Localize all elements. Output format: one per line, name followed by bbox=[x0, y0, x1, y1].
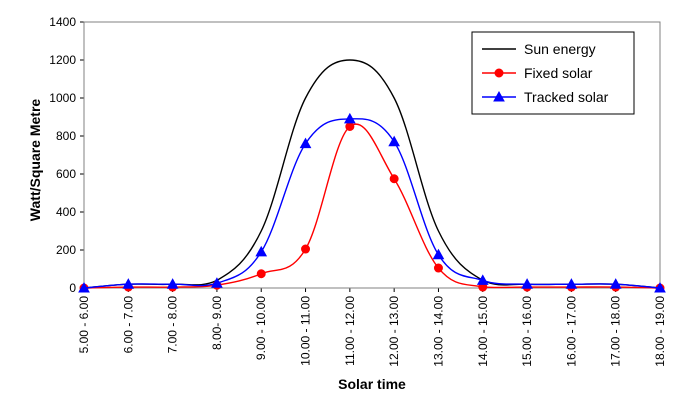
y-axis-title: Watt/Square Metre bbox=[27, 99, 43, 222]
data-point-fixed-solar bbox=[345, 122, 355, 131]
x-tick-label: 6.00 - 7.00 bbox=[121, 296, 135, 354]
legend-label-sun-energy: Sun energy bbox=[524, 41, 596, 57]
y-tick-label: 800 bbox=[56, 129, 76, 143]
data-point-tracked-solar bbox=[122, 278, 135, 289]
data-point-tracked-solar bbox=[609, 278, 622, 289]
data-point-tracked-solar bbox=[255, 245, 268, 257]
y-tick-label: 0 bbox=[69, 281, 76, 295]
y-tick-label: 1000 bbox=[49, 91, 76, 105]
plot-border bbox=[83, 21, 661, 289]
x-tick-label: 7.00 - 8.00 bbox=[166, 296, 180, 354]
x-tick-label: 15.00 - 16.00 bbox=[520, 296, 534, 367]
legend-label-tracked-solar: Tracked solar bbox=[524, 89, 609, 105]
x-axis: 5.00 - 6.00 6.00 - 7.00 7.00 - 8.00 8.00- 9… bbox=[77, 288, 667, 367]
data-point-tracked-solar bbox=[343, 112, 356, 124]
y-tick-label: 200 bbox=[56, 243, 76, 257]
data-point-fixed-solar bbox=[389, 174, 399, 184]
y-axis: 0 200 400 600 800 1000 1200 1400 bbox=[49, 15, 84, 295]
data-point-tracked-solar bbox=[388, 135, 401, 147]
x-tick-label: 12.00 - 13.00 bbox=[387, 296, 401, 367]
y-tick-label: 1400 bbox=[49, 15, 76, 29]
series-line-fixed-solar bbox=[83, 123, 661, 289]
x-tick-label: 13.00 - 14.00 bbox=[431, 296, 445, 367]
legend: Sun energy Fixed solar Tracked solar bbox=[471, 31, 635, 115]
data-point-fixed-solar bbox=[256, 269, 266, 279]
data-point-fixed-solar bbox=[301, 244, 311, 254]
x-tick-label: 10.00 - 11.00 bbox=[299, 296, 313, 366]
series-fixed-solar bbox=[79, 122, 665, 293]
y-tick-label: 1200 bbox=[49, 53, 76, 67]
data-point-tracked-solar bbox=[166, 278, 179, 289]
data-point-tracked-solar bbox=[211, 277, 223, 288]
legend-marker-tracked-solar bbox=[493, 90, 505, 102]
data-point-tracked-solar bbox=[654, 281, 666, 293]
x-tick-label: 16.00 - 17.00 bbox=[564, 296, 578, 367]
plot-area bbox=[78, 21, 666, 293]
data-point-tracked-solar bbox=[78, 281, 90, 293]
data-point-fixed-solar bbox=[433, 263, 443, 273]
data-point-tracked-solar bbox=[299, 137, 312, 149]
y-tick-label: 600 bbox=[56, 167, 76, 181]
x-tick-label: 17.00 - 18.00 bbox=[609, 296, 623, 367]
data-point-tracked-solar bbox=[565, 278, 578, 289]
x-tick-label: 8.00- 9.00 bbox=[210, 296, 224, 350]
x-tick-label: 9.00 - 10.00 bbox=[254, 296, 268, 360]
y-tick-label: 400 bbox=[56, 205, 76, 219]
x-tick-label: 5.00 - 6.00 bbox=[77, 296, 91, 354]
legend-marker-fixed-solar bbox=[494, 68, 504, 78]
series-tracked-solar bbox=[78, 112, 666, 293]
x-tick-label: 11.00 - 12.00 bbox=[343, 296, 357, 366]
x-axis-title: Solar time bbox=[338, 376, 406, 392]
data-point-tracked-solar bbox=[476, 274, 489, 285]
data-point-tracked-solar bbox=[521, 278, 533, 289]
data-point-tracked-solar bbox=[432, 248, 445, 260]
x-tick-label: 14.00 - 15.00 bbox=[476, 296, 490, 367]
legend-label-fixed-solar: Fixed solar bbox=[524, 65, 593, 81]
series-line-tracked-solar bbox=[83, 118, 661, 289]
x-tick-label: 18.00 - 19.00 bbox=[653, 296, 667, 367]
